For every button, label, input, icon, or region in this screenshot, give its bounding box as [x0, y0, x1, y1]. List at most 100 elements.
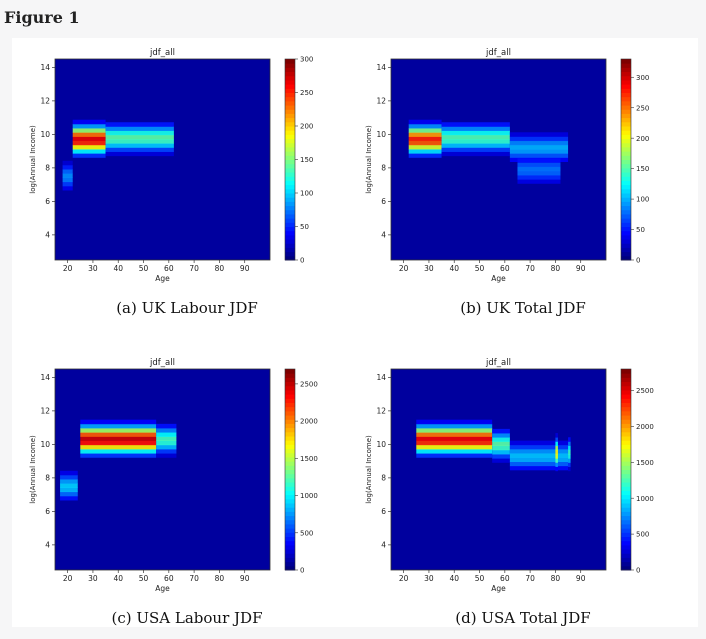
colorbar-segment [621, 503, 631, 508]
colorbar-segment [621, 167, 631, 173]
colorbar-segment [285, 176, 295, 181]
colorbar-segment [621, 456, 631, 462]
heatmap-cell [441, 138, 510, 144]
heatmap-cell [416, 444, 493, 450]
panel-d: jdf_all 20 30 40 50 60 70 80 90 4 6 8 10 12 14 Age log(A… [353, 354, 693, 639]
colorbar-tick-label: 200 [636, 135, 649, 143]
heatmap-cell [60, 470, 78, 476]
colorbar-segment [621, 427, 631, 433]
colorbar-segment [285, 377, 295, 383]
colorbar-segment [285, 134, 295, 140]
heatmap-cell [509, 444, 569, 450]
heatmap-cell [555, 466, 558, 472]
heatmap-cell [60, 487, 78, 493]
heatmap-cell [517, 179, 561, 184]
colorbar-tick-label: 1500 [300, 455, 318, 463]
heatmap-cell [568, 462, 571, 467]
x-tick-label: 30 [424, 264, 434, 273]
colorbar-segment [285, 410, 295, 416]
heatmap-cell [408, 123, 442, 129]
colorbar-segment [621, 507, 631, 512]
colorbar-segment [621, 239, 631, 244]
heatmap-cell [492, 441, 510, 447]
heatmap-cell [80, 453, 157, 458]
colorbar-segment [285, 113, 295, 119]
colorbar-segment [621, 138, 631, 144]
heatmap-cell [568, 441, 571, 447]
heatmap-cell [517, 174, 561, 180]
colorbar-segment [285, 373, 295, 378]
heatmap-cell [555, 445, 558, 451]
heatmap-cell [555, 462, 558, 467]
colorbar-segment [621, 486, 631, 491]
colorbar-tick-label: 2000 [300, 418, 318, 426]
heatmap-cell [105, 130, 174, 136]
colorbar-segment [285, 205, 295, 211]
heatmap-cell [80, 436, 157, 442]
colorbar-segment [285, 100, 295, 106]
colorbar-segment [621, 88, 631, 93]
colorbar-tick-label: 50 [636, 226, 645, 234]
colorbar-segment [621, 255, 631, 261]
heatmap-cell [105, 151, 174, 157]
y-tick-label: 12 [376, 96, 386, 105]
y-tick-label: 6 [381, 507, 386, 516]
colorbar-tick-label: 1000 [300, 492, 318, 500]
x-tick-label: 20 [399, 574, 409, 583]
plot-title: jdf_all [485, 358, 511, 368]
colorbar-segment [285, 423, 295, 429]
colorbar-segment [285, 71, 295, 77]
x-tick-label: 90 [240, 264, 250, 273]
colorbar-segment [621, 482, 631, 487]
heatmap-cell [408, 132, 442, 137]
colorbar-segment [285, 230, 295, 236]
colorbar-segment [621, 465, 631, 470]
heatmap-cell [62, 164, 73, 170]
colorbar-tick-label: 100 [300, 190, 313, 198]
y-axis-label: log(Annual Income) [365, 435, 373, 504]
heatmap-cell [441, 126, 510, 132]
colorbar-segment [621, 121, 631, 127]
colorbar-segment [621, 117, 631, 123]
colorbar-segment [621, 444, 631, 450]
colorbar-tick-label: 200 [300, 123, 313, 131]
figure-title: Figure 1 [4, 8, 80, 27]
colorbar-tick-label: 250 [636, 104, 649, 112]
colorbar-segment [285, 59, 295, 64]
colorbar-segment [621, 402, 631, 408]
colorbar-segment [285, 117, 295, 123]
colorbar-segment [621, 549, 631, 554]
colorbar-segment [621, 79, 631, 85]
colorbar-segment [621, 105, 631, 110]
colorbar-segment [285, 188, 295, 194]
x-tick-label: 80 [215, 574, 225, 583]
colorbar-segment [285, 532, 295, 537]
heatmap-cell [156, 448, 177, 454]
heatmap-cell [105, 138, 174, 144]
colorbar-segment [621, 469, 631, 475]
y-tick-label: 4 [45, 540, 50, 549]
colorbar-segment [285, 163, 295, 169]
colorbar-frame [620, 368, 632, 571]
x-tick-label: 50 [139, 264, 149, 273]
colorbar-segment [621, 126, 631, 131]
heatmap-cell [416, 423, 493, 429]
heatmap-cell [72, 123, 106, 129]
y-tick-label: 6 [45, 197, 50, 206]
heatmap-cell [509, 132, 569, 137]
colorbar-tick-label: 2500 [300, 380, 318, 388]
heatmap-a: jdf_all 20 30 40 50 60 70 80 90 4 6 8 10 12 14 Age log(A… [29, 48, 313, 283]
caption-c: (c) USA Labour JDF [111, 609, 263, 627]
heatmap-cell [568, 445, 571, 451]
heatmap-cell [555, 441, 558, 447]
colorbar-segment [285, 536, 295, 542]
colorbar-segment [621, 213, 631, 219]
heatmap-cell [492, 449, 510, 455]
heatmap-cell [416, 432, 493, 437]
colorbar-segment [285, 109, 295, 114]
colorbar-segment [621, 381, 631, 387]
x-tick-label: 30 [424, 574, 434, 583]
heatmap-cell [105, 126, 174, 132]
heatmap-cell [509, 149, 569, 154]
colorbar-tick-label: 2500 [636, 387, 654, 395]
